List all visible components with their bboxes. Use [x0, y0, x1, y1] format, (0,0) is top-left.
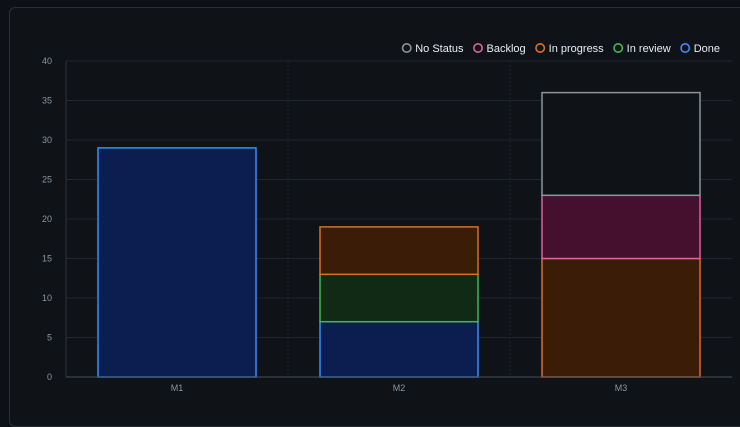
bar-m1-done[interactable]	[97, 147, 257, 378]
legend-label: In progress	[549, 43, 605, 55]
legend-swatch-icon	[680, 42, 691, 53]
y-tick-label: 20	[42, 214, 52, 224]
y-tick-label: 0	[47, 372, 52, 382]
bar-m3-backlog[interactable]	[541, 194, 701, 260]
bar-m2-in-progress[interactable]	[319, 226, 479, 276]
legend-label: No Status	[415, 43, 464, 55]
legend-label: Done	[694, 43, 720, 55]
bar-m2-in-review[interactable]	[319, 273, 479, 323]
y-tick-label: 25	[42, 175, 52, 185]
bar-m3-no-status[interactable]	[541, 91, 701, 197]
legend-label: In review	[627, 43, 671, 55]
bar-m2-done[interactable]	[319, 320, 479, 378]
y-tick-label: 15	[42, 254, 52, 264]
legend-item-done[interactable]: Done	[680, 42, 720, 55]
legend: No Status Backlog In progress In review Done	[401, 42, 720, 55]
y-tick-label: 40	[42, 56, 52, 66]
y-tick-label: 5	[47, 333, 52, 343]
axes	[65, 61, 732, 378]
bars	[97, 91, 701, 378]
x-tick-label: M1	[171, 383, 184, 393]
legend-swatch-icon	[535, 42, 546, 53]
legend-swatch-icon	[401, 42, 412, 53]
x-tick-labels: M1 M2 M3	[171, 383, 628, 393]
bar-m3-in-progress[interactable]	[541, 257, 701, 378]
y-tick-label: 30	[42, 135, 52, 145]
x-tick-label: M3	[615, 383, 628, 393]
y-tick-label: 10	[42, 293, 52, 303]
legend-item-no-status[interactable]: No Status	[401, 42, 465, 55]
x-tick-label: M2	[393, 383, 406, 393]
legend-item-in-review[interactable]: In review	[613, 42, 671, 55]
y-tick-labels: 0 5 10 15 20 25 30 35 40	[42, 56, 52, 382]
legend-item-in-progress[interactable]: In progress	[535, 42, 605, 55]
stacked-bar-chart: 0 5 10 15 20 25 30 35 40 M1 M2 M3 No Status Backlog…	[42, 42, 732, 393]
legend-label: Backlog	[487, 43, 526, 55]
legend-swatch-icon	[473, 42, 484, 53]
legend-swatch-icon	[613, 42, 624, 53]
y-tick-label: 35	[42, 96, 52, 106]
legend-item-backlog[interactable]: Backlog	[473, 42, 526, 55]
